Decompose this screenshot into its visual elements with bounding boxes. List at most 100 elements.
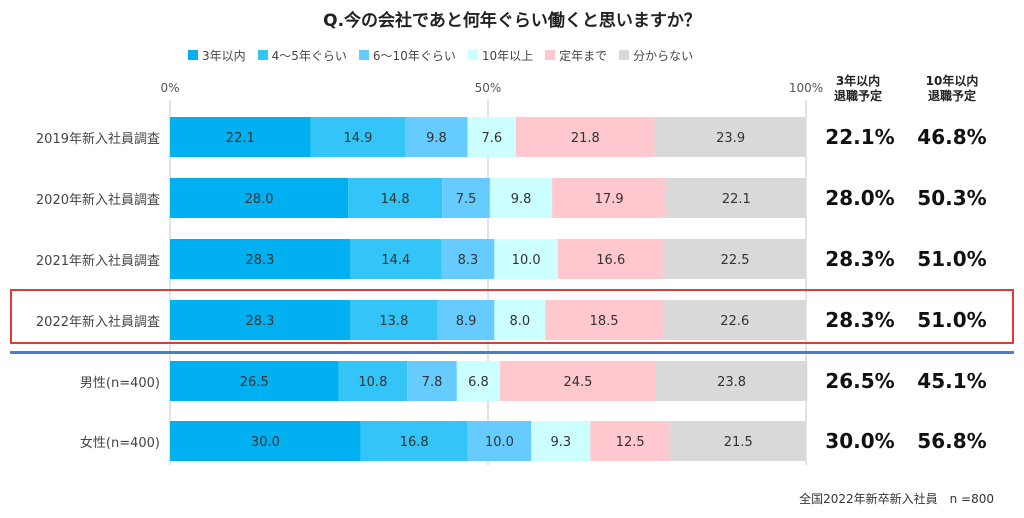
- header-within-3-years: 3年以内 退職予定: [818, 74, 898, 104]
- bar-segment-r0-s0: [170, 117, 311, 157]
- bar-segment-r1-s1: [348, 178, 443, 218]
- bar-segment-r3-s0: [170, 300, 350, 340]
- legend-swatch-0: [188, 50, 198, 60]
- within-10-years-pct-3: 51.0%: [917, 308, 987, 332]
- bar-label-r1-s4: 17.9: [595, 192, 624, 207]
- bar-segment-r2-s4: [557, 239, 664, 279]
- bar-label-r2-s2: 8.3: [458, 253, 479, 268]
- bar-segment-r2-s2: [441, 239, 495, 279]
- bar-segment-r4-s4: [500, 361, 656, 401]
- bar-label-r4-s2: 7.8: [422, 375, 443, 390]
- legend-item-3: 10年以上: [467, 47, 533, 64]
- bar-label-r3-s0: 28.3: [246, 314, 275, 329]
- legend-label-4: 定年まで: [559, 48, 608, 63]
- bar-segment-r4-s0: [170, 361, 339, 401]
- bar-segment-r1-s0: [170, 178, 349, 218]
- bar-segment-r0-s3: [467, 117, 516, 157]
- bar-segment-r1-s4: [552, 178, 667, 218]
- bar-label-r1-s5: 22.1: [722, 192, 751, 207]
- bar-label-r3-s5: 22.6: [720, 314, 749, 329]
- header-within-3-years-line2: 退職予定: [833, 89, 882, 103]
- axis-tick-0: 0%: [160, 81, 180, 95]
- bar-label-r4-s5: 23.8: [717, 375, 746, 390]
- bar-label-r2-s0: 28.3: [246, 253, 275, 268]
- highlight-2022-box: [10, 289, 1014, 344]
- bar-label-r5-s0: 30.0: [251, 435, 280, 450]
- bar-label-r4-s1: 10.8: [358, 375, 387, 390]
- bar-label-r5-s3: 9.3: [550, 435, 571, 450]
- bar-label-r0-s5: 23.9: [716, 131, 745, 146]
- axis-tick-100: 100%: [788, 81, 824, 95]
- category-label-0: 2019年新入社員調査: [35, 132, 160, 147]
- bar-segment-r1-s5: [666, 178, 807, 218]
- bar-label-r0-s2: 9.8: [426, 131, 447, 146]
- legend-swatch-1: [257, 50, 268, 60]
- legend-label-1: 4～5年ぐらい: [271, 48, 347, 63]
- legend-item-1: 4～5年ぐらい: [257, 47, 347, 64]
- bar-segment-r5-s4: [590, 421, 670, 461]
- bar-segment-r5-s5: [669, 421, 807, 461]
- axis-tick-50: 50%: [474, 81, 502, 95]
- legend-item-0: 3年以内: [188, 47, 246, 64]
- legend-label-0: 3年以内: [202, 48, 246, 63]
- header-within-10-years: 10年以内 退職予定: [912, 74, 992, 104]
- within-3-years-pct-2: 28.3%: [825, 247, 895, 271]
- header-within-3-years-line1: 3年以内: [835, 74, 881, 88]
- legend-item-5: 分からない: [619, 47, 693, 64]
- legend-item-4: 定年まで: [545, 47, 607, 64]
- bar-segment-r2-s3: [494, 239, 558, 279]
- bar-label-r1-s2: 7.5: [456, 192, 477, 207]
- within-10-years-pct-1: 50.3%: [917, 186, 987, 210]
- within-3-years-pct-4: 26.5%: [825, 369, 895, 393]
- bar-segment-r4-s2: [407, 361, 457, 401]
- legend-label-2: 6～10年ぐらい: [372, 48, 456, 63]
- bar-segment-r4-s1: [338, 361, 408, 401]
- bar-label-r5-s4: 12.5: [616, 435, 645, 450]
- bar-segment-r4-s3: [456, 361, 501, 401]
- bar-segment-r1-s2: [442, 178, 490, 218]
- bar-label-r3-s4: 18.5: [590, 314, 619, 329]
- bar-segment-r0-s1: [310, 117, 406, 157]
- bar-segment-r5-s1: [360, 421, 468, 461]
- chart-title: Q.今の会社であと何年ぐらい働くと思いますか？: [323, 11, 701, 31]
- bar-segment-r1-s3: [489, 178, 553, 218]
- legend-label-5: 分からない: [633, 48, 694, 63]
- bar-segment-r3-s2: [437, 300, 495, 340]
- bar-segment-r3-s5: [662, 300, 807, 340]
- bar-label-r0-s1: 14.9: [343, 131, 372, 146]
- within-10-years-pct-4: 45.1%: [917, 369, 987, 393]
- within-3-years-pct-0: 22.1%: [825, 125, 895, 149]
- bar-label-r1-s0: 28.0: [245, 192, 274, 207]
- legend-swatch-4: [545, 50, 556, 60]
- bar-label-r4-s3: 6.8: [468, 375, 489, 390]
- within-10-years-pct-0: 46.8%: [917, 125, 987, 149]
- bar-segment-r5-s2: [467, 421, 532, 461]
- bar-label-r2-s3: 10.0: [512, 253, 541, 268]
- header-within-10-years-line1: 10年以内: [925, 74, 979, 88]
- bar-segment-r5-s3: [531, 421, 591, 461]
- bar-label-r0-s0: 22.1: [226, 131, 255, 146]
- legend-swatch-3: [467, 50, 478, 60]
- within-3-years-pct-3: 28.3%: [825, 308, 895, 332]
- category-label-1: 2020年新入社員調査: [35, 193, 160, 208]
- bar-segment-r0-s5: [654, 117, 807, 157]
- bar-label-r1-s1: 14.8: [381, 192, 410, 207]
- bar-segment-r5-s0: [170, 421, 361, 461]
- bar-label-r2-s1: 14.4: [381, 253, 410, 268]
- header-within-10-years-line2: 退職予定: [927, 89, 976, 103]
- within-3-years-pct-1: 28.0%: [825, 186, 895, 210]
- bar-label-r3-s3: 8.0: [509, 314, 530, 329]
- bar-label-r0-s4: 21.8: [571, 131, 600, 146]
- within-10-years-pct-2: 51.0%: [917, 247, 987, 271]
- category-label-5: 女性(n=400): [79, 436, 160, 451]
- bar-segment-r3-s1: [349, 300, 438, 340]
- chart-legend: 3年以内 4～5年ぐらい 6～10年ぐらい 10年以上 定年まで 分からない: [188, 47, 798, 63]
- bar-label-r0-s3: 7.6: [481, 131, 502, 146]
- legend-item-2: 6～10年ぐらい: [358, 47, 456, 64]
- bar-segment-r2-s5: [663, 239, 807, 279]
- footnote: 全国2022年新卒新入社員 n =800: [799, 492, 994, 506]
- bar-segment-r0-s2: [405, 117, 468, 157]
- bar-segment-r2-s1: [349, 239, 442, 279]
- bar-label-r3-s2: 8.9: [456, 314, 477, 329]
- bar-label-r4-s4: 24.5: [564, 375, 593, 390]
